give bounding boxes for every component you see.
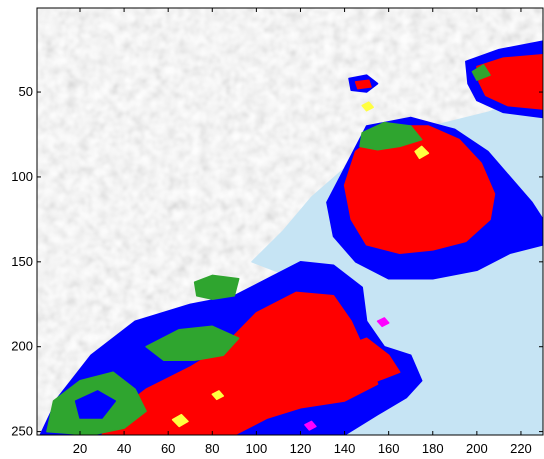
region-class-blue xyxy=(74,390,117,419)
region-class-yellow xyxy=(211,390,225,401)
region-class-magenta xyxy=(304,420,317,431)
region-class-magenta xyxy=(376,317,390,328)
y-tick-label: 50 xyxy=(19,84,33,99)
plot-frame xyxy=(36,7,544,436)
region-class-yellow xyxy=(414,145,430,160)
region-class-green xyxy=(359,121,423,151)
x-tick-label: 140 xyxy=(334,441,356,456)
x-tick-label: 20 xyxy=(73,441,87,456)
x-tick-label: 100 xyxy=(246,441,268,456)
x-tick-label: 40 xyxy=(117,441,131,456)
x-tick-label: 120 xyxy=(290,441,312,456)
y-axis: 50 100 150 200 250 xyxy=(11,84,543,439)
x-axis: 20 40 60 80 100 120 140 160 180 200 220 xyxy=(73,8,532,456)
region-class-red xyxy=(343,337,401,382)
x-tick-label: 60 xyxy=(161,441,175,456)
region-class-red xyxy=(476,53,543,110)
y-tick-label: 250 xyxy=(11,424,33,439)
x-tick-label: 220 xyxy=(510,441,532,456)
x-tick-label: 200 xyxy=(466,441,488,456)
x-tick-label: 180 xyxy=(422,441,444,456)
classified-regions xyxy=(39,40,543,435)
region-class-green xyxy=(145,325,240,362)
plot-area xyxy=(37,8,543,435)
x-tick-label: 160 xyxy=(378,441,400,456)
x-tick-label: 80 xyxy=(205,441,219,456)
region-class-green xyxy=(193,274,240,300)
region-class-yellow xyxy=(171,413,189,428)
region-class-red xyxy=(101,291,379,435)
region-class-green xyxy=(471,64,491,81)
y-tick-label: 200 xyxy=(11,339,33,354)
y-tick-label: 100 xyxy=(11,169,33,184)
region-class-yellow xyxy=(361,101,374,112)
region-class-red xyxy=(354,79,372,90)
region-class-red xyxy=(343,125,496,255)
y-tick-label: 150 xyxy=(11,254,33,269)
